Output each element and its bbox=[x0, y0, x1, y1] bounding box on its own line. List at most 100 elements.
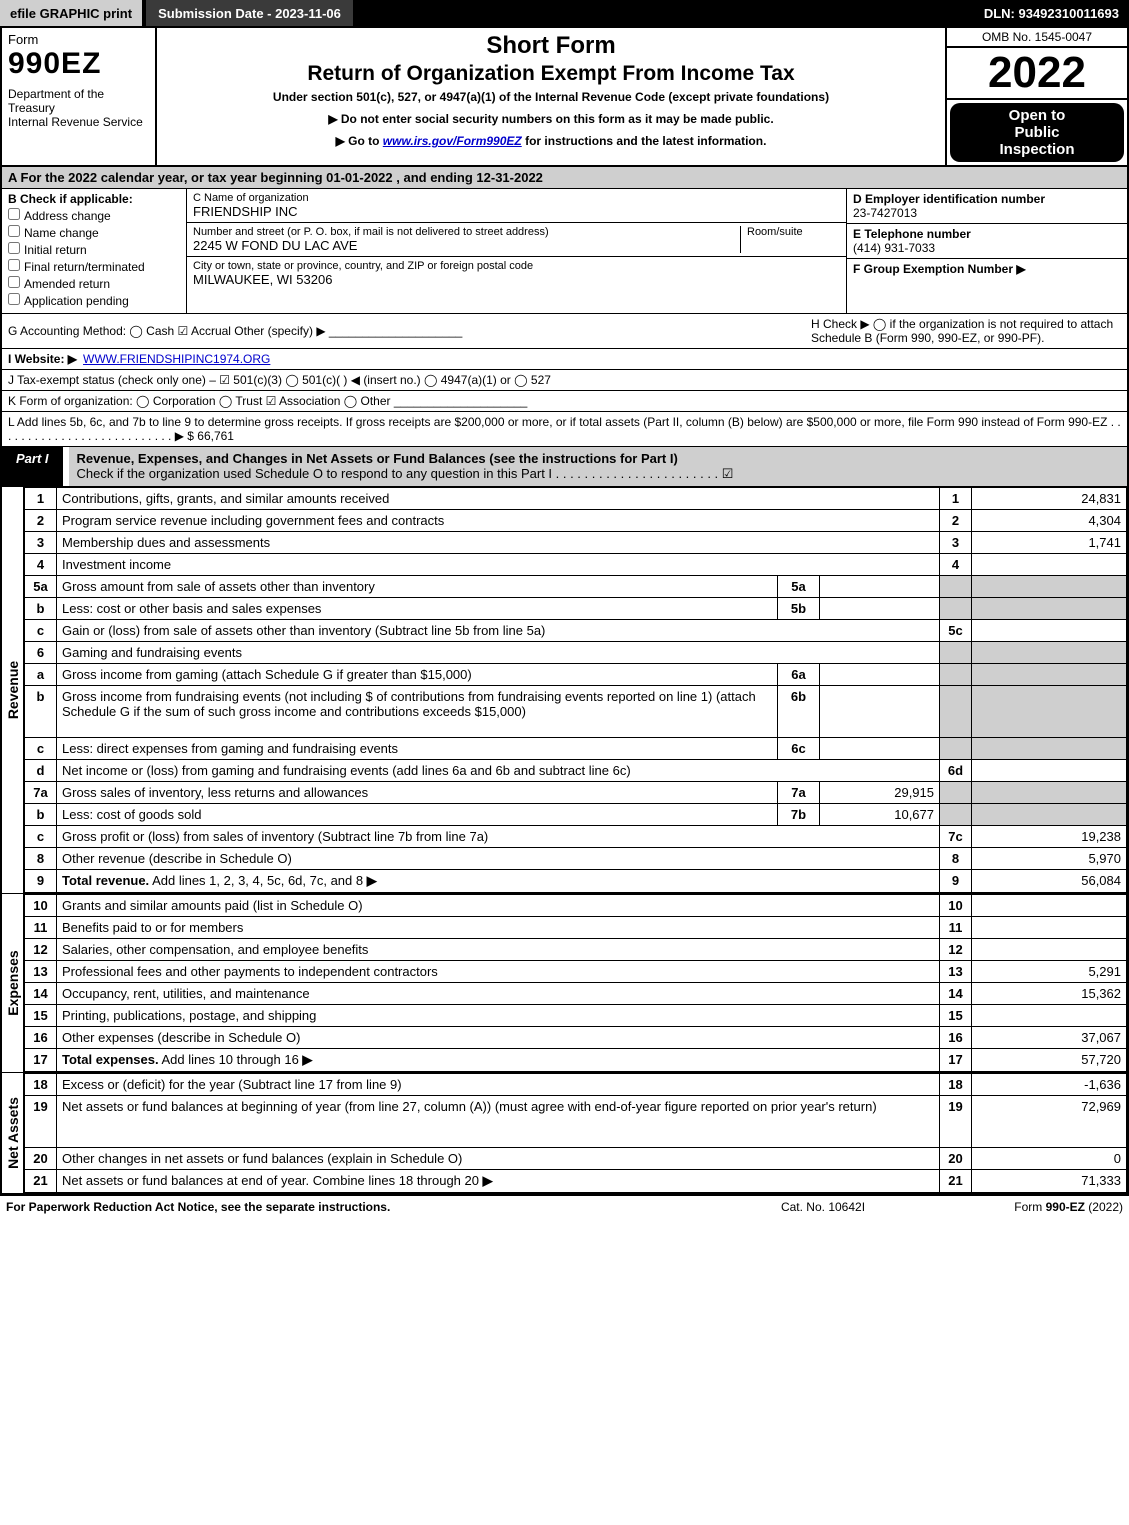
line-num: b bbox=[25, 598, 57, 620]
cb-application-pending[interactable] bbox=[8, 293, 20, 305]
grey-cell bbox=[940, 598, 972, 620]
netassets-table: 18Excess or (deficit) for the year (Subt… bbox=[24, 1073, 1127, 1193]
L-gross-receipts: L Add lines 5b, 6c, and 7b to line 9 to … bbox=[2, 412, 1127, 447]
right-line-num: 21 bbox=[940, 1170, 972, 1193]
mid-amount bbox=[820, 576, 940, 598]
website-link[interactable]: WWW.FRIENDSHIPINC1974.ORG bbox=[83, 352, 270, 366]
right-line-num: 12 bbox=[940, 939, 972, 961]
right-line-num: 17 bbox=[940, 1049, 972, 1072]
line-num: b bbox=[25, 686, 57, 738]
line-desc: Gross income from gaming (attach Schedul… bbox=[57, 664, 778, 686]
line-desc: Less: direct expenses from gaming and fu… bbox=[57, 738, 778, 760]
line-desc: Investment income bbox=[57, 554, 940, 576]
goto-post: for instructions and the latest informat… bbox=[522, 134, 767, 148]
public-inspection-badge: Open to Public Inspection bbox=[950, 103, 1124, 162]
cb-address-change[interactable] bbox=[8, 208, 20, 220]
E-label: E Telephone number bbox=[853, 227, 971, 241]
line-desc: Gross sales of inventory, less returns a… bbox=[57, 782, 778, 804]
G-accounting: G Accounting Method: ◯ Cash ☑ Accrual Ot… bbox=[8, 324, 462, 338]
right-line-num: 6d bbox=[940, 760, 972, 782]
line-desc: Less: cost of goods sold bbox=[57, 804, 778, 826]
line-num: 18 bbox=[25, 1074, 57, 1096]
grey-amount bbox=[972, 598, 1127, 620]
mid-line-num: 6c bbox=[778, 738, 820, 760]
cb-initial-return[interactable] bbox=[8, 242, 20, 254]
lbl-initial-return: Initial return bbox=[24, 243, 87, 257]
vlabel-expenses: Expenses bbox=[2, 894, 24, 1072]
line-desc: Benefits paid to or for members bbox=[57, 917, 940, 939]
line-desc: Contributions, gifts, grants, and simila… bbox=[57, 488, 940, 510]
dln: DLN: 93492310011693 bbox=[974, 0, 1129, 26]
right-line-num: 15 bbox=[940, 1005, 972, 1027]
amount bbox=[972, 554, 1127, 576]
efile-print[interactable]: efile GRAPHIC print bbox=[0, 0, 142, 26]
lbl-final-return: Final return/terminated bbox=[24, 260, 145, 274]
line-desc: Gross income from fundraising events (no… bbox=[57, 686, 778, 738]
line-desc: Total expenses. Add lines 10 through 16 … bbox=[57, 1049, 940, 1072]
grey-amount bbox=[972, 782, 1127, 804]
amount: -1,636 bbox=[972, 1074, 1127, 1096]
line-num: 21 bbox=[25, 1170, 57, 1193]
right-line-num: 9 bbox=[940, 870, 972, 893]
amount: 15,362 bbox=[972, 983, 1127, 1005]
topbar: efile GRAPHIC print Submission Date - 20… bbox=[0, 0, 1129, 26]
inspection: Inspection bbox=[952, 141, 1122, 158]
line-num: 2 bbox=[25, 510, 57, 532]
line-num: c bbox=[25, 826, 57, 848]
grey-amount bbox=[972, 804, 1127, 826]
line-num: 1 bbox=[25, 488, 57, 510]
short-form-title: Short Form bbox=[165, 32, 937, 60]
right-line-num: 3 bbox=[940, 532, 972, 554]
right-line-num: 14 bbox=[940, 983, 972, 1005]
vlabel-netassets: Net Assets bbox=[2, 1073, 24, 1193]
irs-link[interactable]: www.irs.gov/Form990EZ bbox=[383, 134, 522, 148]
C-name-value: FRIENDSHIP INC bbox=[193, 204, 840, 219]
grey-cell bbox=[940, 782, 972, 804]
right-line-num: 13 bbox=[940, 961, 972, 983]
line-num: 13 bbox=[25, 961, 57, 983]
cb-name-change[interactable] bbox=[8, 225, 20, 237]
part-I-title: Revenue, Expenses, and Changes in Net As… bbox=[77, 451, 678, 466]
B-header: B Check if applicable: bbox=[8, 192, 133, 206]
line-num: 20 bbox=[25, 1148, 57, 1170]
line-num: c bbox=[25, 738, 57, 760]
instruction-goto: ▶ Go to www.irs.gov/Form990EZ for instru… bbox=[165, 134, 937, 148]
dept-treasury: Department of the Treasury Internal Reve… bbox=[8, 87, 149, 129]
line-num: 7a bbox=[25, 782, 57, 804]
grey-cell bbox=[940, 738, 972, 760]
amount: 4,304 bbox=[972, 510, 1127, 532]
line-desc: Gaming and fundraising events bbox=[57, 642, 940, 664]
amount: 1,741 bbox=[972, 532, 1127, 554]
J-taxexempt: J Tax-exempt status (check only one) – ☑… bbox=[2, 370, 1127, 391]
line-num: 5a bbox=[25, 576, 57, 598]
grey-cell bbox=[940, 576, 972, 598]
open-to: Open to bbox=[952, 107, 1122, 124]
cb-final-return[interactable] bbox=[8, 259, 20, 271]
line-desc: Less: cost or other basis and sales expe… bbox=[57, 598, 778, 620]
section-DEF: D Employer identification number 23-7427… bbox=[847, 189, 1127, 313]
part-I-tab: Part I bbox=[2, 447, 69, 486]
amount: 56,084 bbox=[972, 870, 1127, 893]
line-desc: Salaries, other compensation, and employ… bbox=[57, 939, 940, 961]
form-number: 990EZ bbox=[8, 47, 149, 81]
main-title: Return of Organization Exempt From Incom… bbox=[165, 62, 937, 86]
cb-amended-return[interactable] bbox=[8, 276, 20, 288]
K-orgtype: K Form of organization: ◯ Corporation ◯ … bbox=[2, 391, 1127, 412]
F-label: F Group Exemption Number ▶ bbox=[853, 262, 1026, 276]
amount bbox=[972, 760, 1127, 782]
lbl-amended-return: Amended return bbox=[24, 277, 110, 291]
line-num: c bbox=[25, 620, 57, 642]
amount bbox=[972, 939, 1127, 961]
I-label: I Website: ▶ bbox=[8, 352, 77, 366]
right-line-num: 11 bbox=[940, 917, 972, 939]
line-desc: Other expenses (describe in Schedule O) bbox=[57, 1027, 940, 1049]
amount: 57,720 bbox=[972, 1049, 1127, 1072]
right-line-num: 19 bbox=[940, 1096, 972, 1148]
form-header: Form 990EZ Department of the Treasury In… bbox=[2, 28, 1127, 167]
amount: 72,969 bbox=[972, 1096, 1127, 1148]
line-num: 8 bbox=[25, 848, 57, 870]
subtitle: Under section 501(c), 527, or 4947(a)(1)… bbox=[165, 90, 937, 104]
revenue-table: 1Contributions, gifts, grants, and simil… bbox=[24, 487, 1127, 893]
line-num: 9 bbox=[25, 870, 57, 893]
lbl-address-change: Address change bbox=[24, 209, 111, 223]
